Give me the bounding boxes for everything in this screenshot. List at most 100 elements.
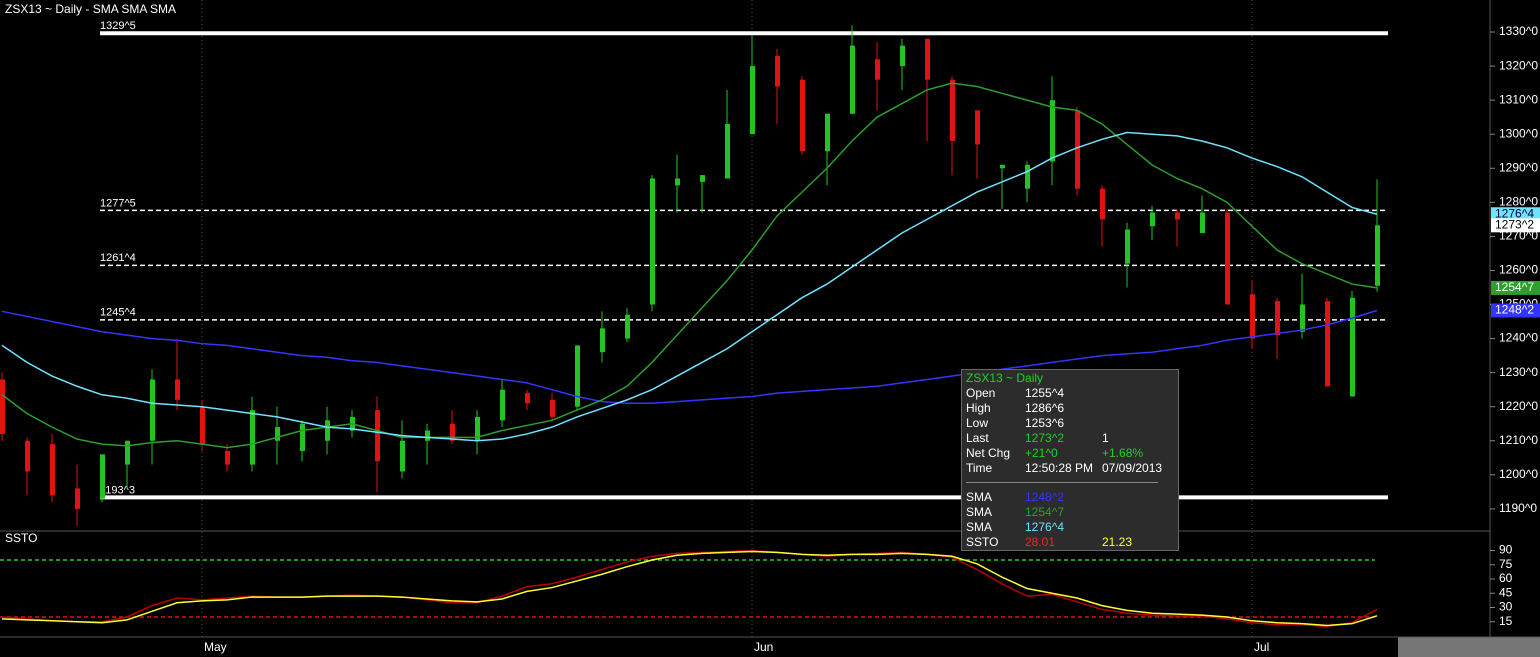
study-value: 1248^2	[1025, 490, 1064, 504]
candle-body	[1100, 188, 1105, 220]
candle-body	[1000, 164, 1005, 169]
y-tick-label: 30	[1499, 600, 1513, 614]
candle-body	[25, 440, 30, 472]
y-tick-label: 1240^0	[1499, 331, 1538, 345]
candle-body	[1050, 100, 1055, 162]
price-tag-label: 1276^4	[1495, 206, 1534, 220]
price-tag	[1491, 303, 1540, 318]
info-label: Low	[966, 416, 989, 430]
candle-body	[625, 314, 630, 339]
candle-body	[1375, 225, 1380, 286]
y-tick-label: 15	[1499, 614, 1513, 628]
candle-body	[100, 454, 105, 499]
study-value: 1276^4	[1025, 520, 1064, 534]
candle-body	[275, 427, 280, 441]
y-tick-label: 1190^0	[1499, 501, 1537, 515]
candle-body	[575, 345, 580, 407]
panel-title: SSTO	[5, 531, 37, 545]
candle-body	[1350, 297, 1355, 397]
scrollbar[interactable]	[1398, 637, 1540, 657]
candle-body	[1200, 212, 1205, 233]
level-label: 1329^5	[100, 20, 136, 32]
y-tick-label: 45	[1499, 585, 1513, 599]
study-label: SMA	[966, 490, 993, 504]
candle-body	[50, 444, 55, 496]
y-tick-label: 1310^0	[1499, 92, 1538, 106]
info-label: Open	[966, 386, 996, 400]
price-tag	[1491, 280, 1540, 295]
price-tag	[1491, 207, 1540, 222]
info-value: 1253^6	[1025, 416, 1064, 430]
candle-body	[1225, 212, 1230, 305]
info-value: 1255^4	[1025, 386, 1064, 400]
level-label: 1193^3	[100, 484, 135, 496]
candle-body	[225, 450, 230, 465]
info-value: 12:50:28 PM	[1025, 461, 1094, 475]
candle-body	[600, 328, 605, 353]
info-value: 1286^6	[1025, 401, 1064, 415]
info-label: Net Chg	[966, 446, 1011, 460]
level-label: 1245^4	[100, 307, 136, 319]
y-tick-label: 1290^0	[1499, 160, 1538, 174]
candle-body	[325, 420, 330, 441]
x-tick-label: Jul	[1254, 640, 1269, 654]
candle-body	[475, 416, 480, 441]
info-box: ZSX13 ~ Daily Open 1255^4 High 1286^6 Low 125…	[961, 369, 1179, 551]
sma-line	[1, 131, 1378, 442]
study-extra: 21.23	[1102, 535, 1133, 549]
price-tag	[1491, 218, 1540, 233]
candle-body	[950, 79, 955, 142]
info-value: +21^0	[1025, 446, 1058, 460]
level-label: 1261^4	[100, 252, 136, 264]
y-tick-label: 1210^0	[1499, 433, 1538, 447]
info-extra: 07/09/2013	[1102, 461, 1163, 475]
ssto-line	[1, 549, 1378, 628]
study-label: SMA	[966, 505, 993, 519]
candle-body	[1325, 301, 1330, 387]
y-tick-label: 60	[1499, 571, 1513, 585]
sma-line	[1, 309, 1378, 405]
candle-body	[825, 113, 830, 152]
candle-body	[750, 66, 755, 135]
candle-body	[200, 406, 205, 445]
study-value: 1254^7	[1025, 505, 1064, 519]
y-tick-label: 1320^0	[1499, 58, 1538, 72]
price-tag-label: 1248^2	[1495, 303, 1534, 317]
y-tick-label: 90	[1499, 543, 1513, 557]
candle-body	[525, 393, 530, 404]
candle-body	[125, 440, 130, 465]
y-tick-label: 1230^0	[1499, 365, 1538, 379]
y-tick-label: 1220^0	[1499, 399, 1538, 413]
candle-body	[925, 38, 930, 80]
candle-body	[1075, 110, 1080, 189]
candle-body	[1025, 164, 1030, 189]
candle-body	[850, 45, 855, 114]
price-tag-label: 1254^7	[1495, 280, 1534, 294]
candle-body	[400, 440, 405, 472]
y-tick-label: 1330^0	[1499, 24, 1538, 38]
candle-body	[975, 110, 980, 145]
ssto-line	[1, 550, 1378, 627]
candle-body	[450, 423, 455, 441]
y-tick-label: 75	[1499, 557, 1513, 571]
sma-line	[1, 82, 1378, 449]
candle-body	[650, 178, 655, 305]
candle-body	[550, 399, 555, 417]
candle-body	[1150, 212, 1155, 227]
candle-body	[175, 379, 180, 400]
y-tick-label: 1260^0	[1499, 263, 1538, 277]
candle-body	[250, 410, 255, 465]
info-title: ZSX13 ~ Daily	[966, 371, 1044, 385]
candle-body	[1125, 229, 1130, 264]
x-tick-label: May	[204, 640, 227, 654]
candle-body	[1300, 304, 1305, 332]
y-tick-label: 1200^0	[1499, 467, 1538, 481]
info-extra: +1.68%	[1102, 446, 1144, 460]
candle-body	[1275, 301, 1280, 336]
info-value: 1273^2	[1025, 431, 1064, 445]
candle-body	[875, 59, 880, 80]
candle-body	[75, 488, 80, 509]
x-tick-label: Jun	[754, 640, 773, 654]
